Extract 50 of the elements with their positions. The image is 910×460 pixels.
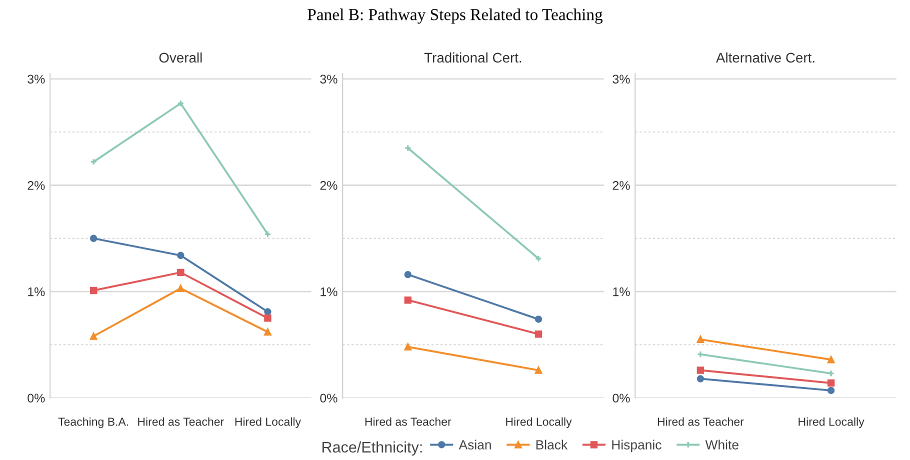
point (827, 356, 835, 364)
chart-title: Traditional Cert. (424, 52, 522, 63)
x-tick-label: Hired as Teacher (138, 417, 224, 426)
x-tick-label: Teaching B.A. (58, 417, 128, 428)
y-tick-label: 1% (320, 287, 338, 296)
legend-label: Black (536, 440, 568, 450)
point (177, 100, 184, 107)
point (264, 314, 272, 322)
point (90, 286, 98, 294)
point (404, 296, 412, 304)
point (827, 386, 835, 394)
point (177, 284, 184, 292)
point (696, 336, 704, 344)
legend-label: Asian (458, 440, 491, 450)
y-tick-label: 0% (612, 394, 630, 403)
point (696, 375, 704, 382)
x-tick-label: Hired Locally (506, 417, 572, 428)
legend-title: Race/Ethnicity: (322, 441, 422, 456)
legend-label: White (705, 440, 738, 450)
x-tick-label: Hired as Teacher (365, 417, 452, 426)
point (177, 268, 184, 276)
point (534, 366, 542, 374)
y-tick-label: 2% (612, 181, 630, 190)
x-tick-label: Hired Locally (235, 417, 302, 428)
y-tick-label: 2% (28, 181, 45, 190)
point (264, 328, 272, 336)
point (534, 316, 542, 323)
y-tick-label: 0% (28, 394, 45, 403)
point (177, 252, 184, 260)
chart-title: Alternative Cert. (716, 52, 814, 63)
point (90, 234, 98, 242)
y-tick-label: 1% (28, 287, 45, 296)
point (264, 308, 272, 316)
point (404, 270, 412, 278)
y-tick-label: 3% (612, 74, 630, 84)
y-tick-label: 2% (320, 181, 338, 190)
y-tick-label: 1% (613, 287, 630, 296)
point (404, 343, 412, 350)
x-tick-label: Hired as Teacher (658, 417, 744, 426)
point (90, 332, 98, 340)
y-tick-label: 3% (28, 74, 45, 84)
point (827, 379, 835, 387)
y-tick-label: 0% (320, 394, 338, 403)
y-tick-label: 3% (320, 74, 338, 84)
x-tick-label: Hired Locally (798, 417, 864, 428)
point (696, 366, 704, 374)
point (534, 330, 542, 338)
legend-label: Hispanic (612, 440, 662, 452)
text: Panel B: Pathway Steps Related to Teaching (308, 8, 603, 24)
chart-title: Overall (159, 52, 202, 63)
